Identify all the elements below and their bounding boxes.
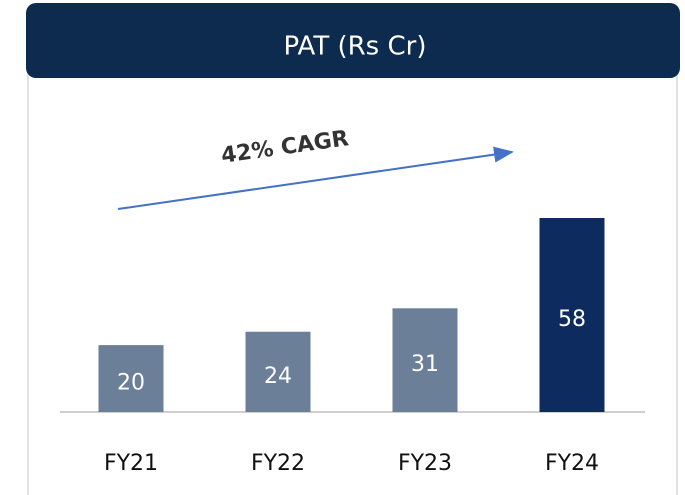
bar bbox=[245, 331, 311, 412]
bar bbox=[392, 308, 458, 412]
x-tick-label: FY23 bbox=[398, 451, 452, 476]
annotation: 42% CAGR bbox=[220, 126, 351, 169]
header bbox=[26, 3, 680, 78]
data-label: 58 bbox=[558, 307, 586, 332]
bar bbox=[98, 345, 164, 412]
x-tick-label: FY21 bbox=[104, 451, 158, 476]
data-label: 20 bbox=[117, 371, 145, 396]
cagr-arrow bbox=[117, 146, 514, 210]
x-tick-label: FY24 bbox=[545, 451, 599, 476]
chart-title: PAT (Rs Cr) bbox=[284, 32, 427, 62]
data-label: 24 bbox=[264, 364, 292, 389]
data-label: 31 bbox=[411, 352, 439, 377]
bar bbox=[539, 218, 605, 412]
x-tick-label: FY22 bbox=[251, 451, 305, 476]
